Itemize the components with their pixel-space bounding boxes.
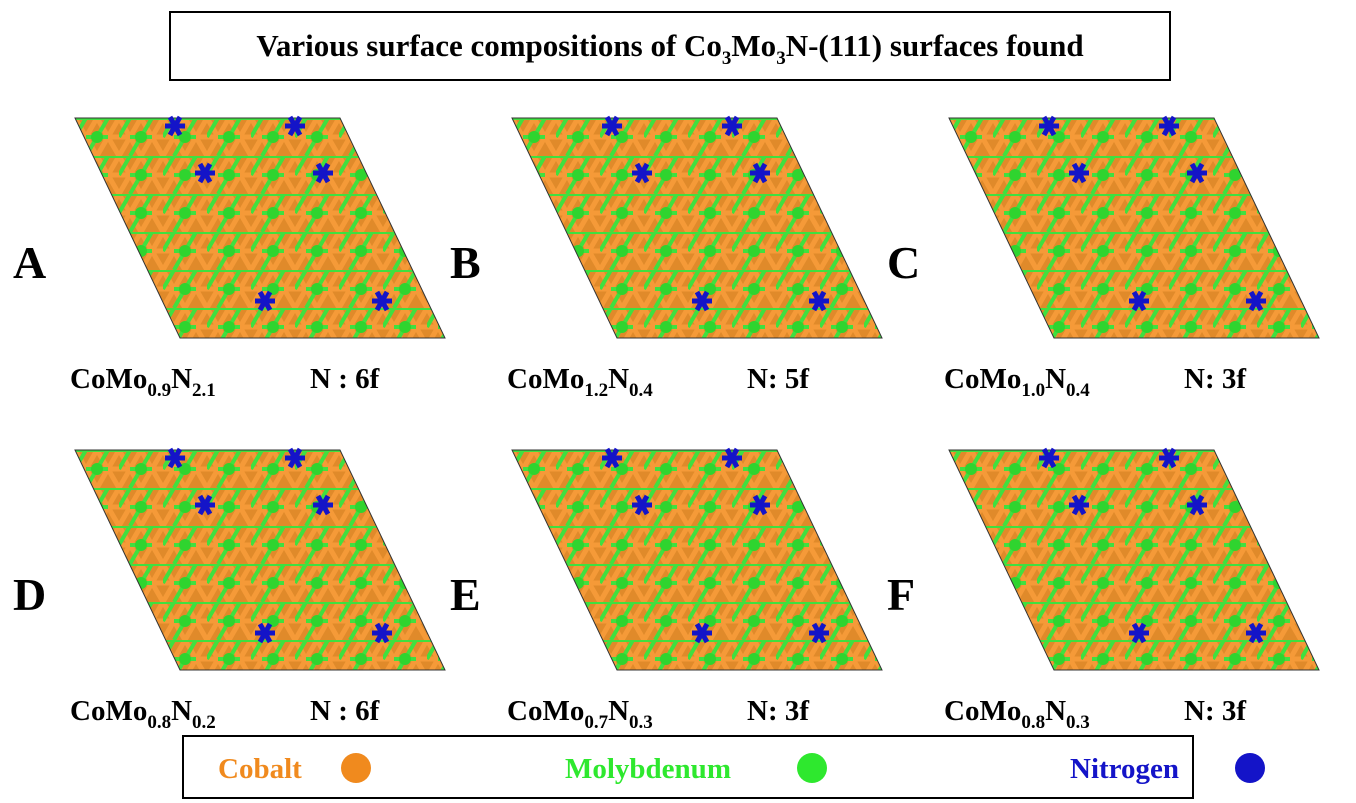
formula-part: N bbox=[171, 695, 192, 727]
structure bbox=[512, 449, 882, 670]
panel-label: C bbox=[887, 237, 920, 288]
formula-part: CoMo bbox=[70, 363, 147, 395]
panel-label: B bbox=[450, 237, 481, 288]
panel-label: D bbox=[13, 569, 46, 620]
site: N : 6f bbox=[310, 363, 380, 395]
legend-swatch bbox=[797, 753, 827, 783]
formula-sub: 0.9 bbox=[147, 380, 171, 401]
formula-sub: 0.2 bbox=[192, 712, 216, 733]
formula-part: CoMo bbox=[507, 363, 584, 395]
formula-part: N bbox=[171, 363, 192, 395]
formula: CoMo0.8N0.3 bbox=[944, 695, 1090, 733]
title: Various surface compositions of Co3Mo3N-… bbox=[256, 28, 1083, 69]
legend-swatch bbox=[341, 753, 371, 783]
panel-label: F bbox=[887, 569, 915, 620]
formula-sub: 0.7 bbox=[584, 712, 608, 733]
title-part: N-(111) surfaces found bbox=[786, 28, 1084, 63]
formula-part: CoMo bbox=[944, 363, 1021, 395]
site: N : 6f bbox=[310, 695, 380, 727]
formula-sub: 0.8 bbox=[1021, 712, 1045, 733]
formula-part: CoMo bbox=[70, 695, 147, 727]
legend-label: Molybdenum bbox=[565, 753, 731, 785]
legend-swatch bbox=[1235, 753, 1265, 783]
formula-sub: 1.2 bbox=[584, 380, 608, 401]
formula: CoMo1.2N0.4 bbox=[507, 363, 653, 401]
legend-label: Cobalt bbox=[218, 753, 302, 785]
formula-part: CoMo bbox=[507, 695, 584, 727]
formula: CoMo0.7N0.3 bbox=[507, 695, 653, 733]
formula-part: N bbox=[608, 695, 629, 727]
legend-label: Nitrogen bbox=[1070, 753, 1179, 785]
title-box bbox=[169, 11, 1171, 81]
site: N: 3f bbox=[747, 695, 809, 727]
structure bbox=[75, 117, 445, 338]
formula-sub: 2.1 bbox=[192, 380, 216, 401]
formula: CoMo0.8N0.2 bbox=[70, 695, 216, 733]
title-sub: 3 bbox=[776, 48, 786, 69]
title-part: Various surface compositions of Co bbox=[256, 28, 722, 63]
structure bbox=[949, 117, 1319, 338]
formula-sub: 0.3 bbox=[629, 712, 653, 733]
structure bbox=[512, 117, 882, 338]
formula: CoMo1.0N0.4 bbox=[944, 363, 1090, 401]
structure bbox=[75, 449, 445, 670]
panel-label: E bbox=[450, 569, 481, 620]
site: N: 5f bbox=[747, 363, 809, 395]
formula-part: N bbox=[1045, 695, 1066, 727]
title-part: Mo bbox=[731, 28, 776, 63]
structure bbox=[949, 449, 1319, 670]
formula-sub: 1.0 bbox=[1021, 380, 1045, 401]
formula-sub: 0.4 bbox=[629, 380, 653, 401]
formula-sub: 0.8 bbox=[147, 712, 171, 733]
panel-label: A bbox=[13, 237, 46, 288]
formula-sub: 0.4 bbox=[1066, 380, 1090, 401]
formula-sub: 0.3 bbox=[1066, 712, 1090, 733]
site: N: 3f bbox=[1184, 695, 1246, 727]
formula-part: CoMo bbox=[944, 695, 1021, 727]
formula-part: N bbox=[1045, 363, 1066, 395]
formula-part: N bbox=[608, 363, 629, 395]
site: N: 3f bbox=[1184, 363, 1246, 395]
title-sub: 3 bbox=[722, 48, 732, 69]
formula: CoMo0.9N2.1 bbox=[70, 363, 216, 401]
